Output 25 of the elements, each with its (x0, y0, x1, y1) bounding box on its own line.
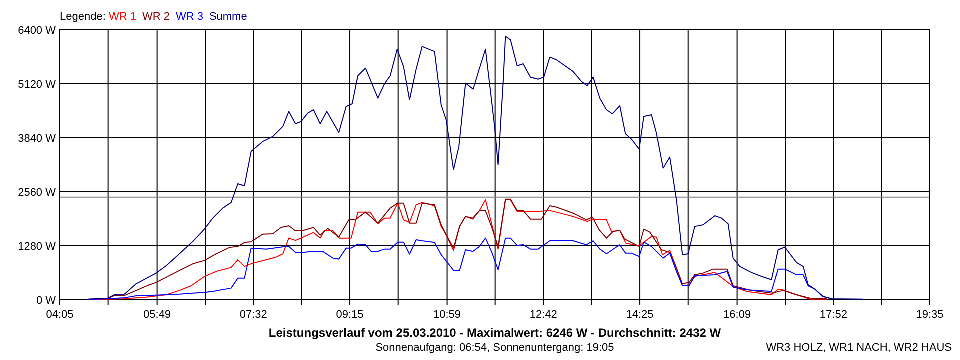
legend-title: Legende: (60, 11, 109, 23)
x-tick-label: 05:49 (144, 309, 172, 321)
x-tick-label: 07:32 (240, 309, 268, 321)
x-tick-label: 19:35 (916, 309, 944, 321)
text: Summe (209, 11, 248, 23)
line-series (88, 36, 864, 300)
y-tick-label: 2560 W (18, 187, 57, 199)
x-tick-label: 10:59 (434, 309, 462, 321)
y-tick-label: 0 W (36, 295, 57, 307)
x-tick-label: 04:05 (46, 309, 74, 321)
text: WR 3 (176, 11, 204, 23)
x-tick-label: 16:09 (724, 309, 752, 321)
x-tick-label: 14:25 (626, 309, 654, 321)
text: WR3 HOLZ, WR1 NACH, WR2 HAUS (766, 342, 952, 354)
x-tick-label: 09:15 (336, 309, 364, 321)
y-tick-label: 5120 W (18, 79, 57, 91)
text: WR 1 (108, 11, 136, 23)
y-tick-label: 3840 W (18, 133, 57, 145)
text: Sonnenaufgang: 06:54, Sonnenuntergang: 19:05 (376, 342, 614, 354)
y-tick-label: 6400 W (18, 25, 57, 37)
y-tick-label: 1280 W (18, 241, 57, 253)
text: Leistungsverlauf vom 25.03.2010 - Maximalwert: 6246 W - Durchschnitt: 2432 W (268, 326, 722, 340)
x-tick-label: 12:42 (530, 309, 558, 321)
text: WR 2 (142, 11, 170, 23)
x-tick-label: 17:52 (820, 309, 848, 321)
